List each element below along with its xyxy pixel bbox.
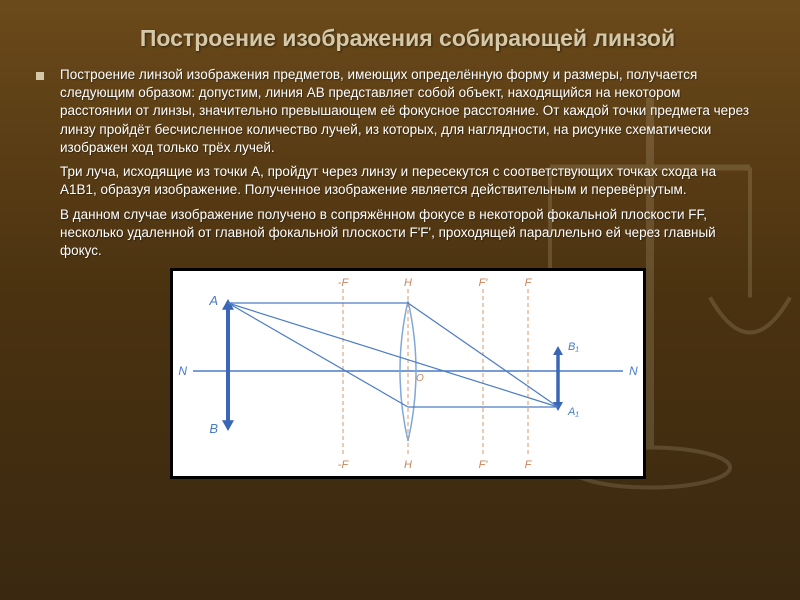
text-block: Построение линзой изображения предметов,…	[60, 66, 755, 260]
lens-diagram-frame: N N -F -F F' F' F F H H O A B B₁ A₁	[170, 268, 646, 479]
svg-text:F: F	[524, 459, 532, 471]
svg-text:-F: -F	[337, 459, 349, 471]
svg-text:F: F	[524, 277, 532, 289]
svg-text:H: H	[404, 277, 412, 289]
bullet-marker	[36, 72, 44, 80]
svg-text:B₁: B₁	[568, 341, 579, 353]
page-title: Построение изображения собирающей линзой	[60, 25, 755, 52]
svg-text:B: B	[209, 421, 218, 436]
svg-text:N: N	[629, 364, 638, 378]
svg-text:H: H	[404, 459, 412, 471]
svg-text:F': F'	[478, 459, 488, 471]
paragraph-1: Построение линзой изображения предметов,…	[60, 66, 755, 157]
svg-text:A₁: A₁	[567, 406, 579, 418]
svg-text:N: N	[178, 364, 187, 378]
paragraph-2: Три луча, исходящие из точки A, пройдут …	[60, 163, 755, 199]
svg-text:A: A	[208, 293, 218, 308]
lens-diagram: N N -F -F F' F' F F H H O A B B₁ A₁	[173, 271, 643, 476]
svg-text:O: O	[416, 373, 424, 384]
paragraph-3: В данном случае изображение получено в с…	[60, 206, 755, 261]
svg-text:-F: -F	[337, 277, 349, 289]
svg-text:F': F'	[478, 277, 488, 289]
